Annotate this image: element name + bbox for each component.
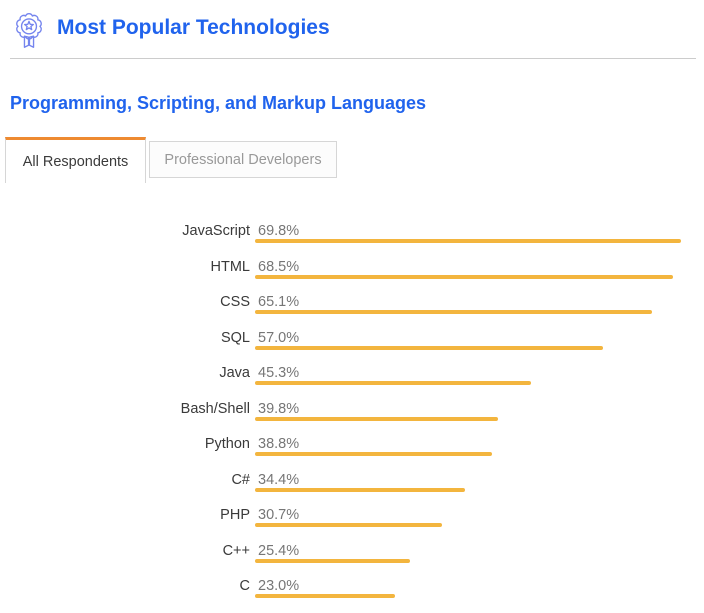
row-data: 45.3%: [255, 364, 681, 400]
chart-row: Java 45.3%: [0, 364, 704, 400]
row-value: 23.0%: [258, 578, 300, 594]
row-value: 30.7%: [258, 507, 300, 523]
bar: [255, 452, 492, 456]
bar: [255, 594, 396, 598]
chart-row: Python 38.8%: [0, 435, 704, 471]
bar-track: [255, 452, 681, 456]
bar-track: [255, 594, 681, 598]
chart-row: PHP 30.7%: [0, 506, 704, 542]
bar: [255, 310, 653, 314]
header-divider: [10, 58, 696, 59]
bar-track: [255, 381, 681, 385]
row-data: 65.1%: [255, 293, 681, 329]
row-data: 30.7%: [255, 506, 681, 542]
award-ribbon-icon: [9, 8, 49, 52]
chart-row: CSS 65.1%: [0, 293, 704, 329]
bar: [255, 487, 465, 492]
row-label: SQL: [220, 329, 250, 346]
bar-track: [255, 487, 681, 492]
row-label: C: [239, 578, 250, 594]
row-data: 25.4%: [255, 542, 681, 578]
bar-track: [255, 558, 681, 563]
row-label: C++: [222, 542, 250, 559]
bar-chart: JavaScript 69.8% HTML 68.5% CSS 65.1% SQ…: [0, 222, 704, 613]
tab-all-respondents[interactable]: All Respondents: [5, 137, 146, 183]
row-label: CSS: [220, 294, 250, 310]
chart-row: C 23.0%: [0, 577, 704, 613]
row-value: 68.5%: [258, 258, 300, 275]
bar-track: [255, 310, 681, 314]
bar: [255, 274, 674, 279]
row-label: C#: [231, 471, 250, 488]
row-data: 39.8%: [255, 400, 681, 436]
bar-track: [255, 416, 681, 421]
row-label: PHP: [220, 507, 250, 523]
tab-label: All Respondents: [22, 153, 129, 170]
chart-row: SQL 57.0%: [0, 329, 704, 365]
row-value: 25.4%: [258, 542, 300, 559]
bar: [255, 416, 498, 421]
row-data: 57.0%: [255, 329, 681, 365]
bar-track: [255, 274, 681, 279]
row-label: Java: [219, 365, 250, 381]
bar-track: [255, 345, 681, 350]
row-label: Bash/Shell: [180, 400, 250, 417]
bar: [255, 523, 443, 527]
chart-row: Bash/Shell 39.8%: [0, 400, 704, 436]
row-label: HTML: [210, 258, 250, 275]
row-label: JavaScript: [182, 223, 250, 239]
tab-label: Professional Developers: [164, 151, 322, 168]
row-value: 45.3%: [258, 365, 300, 381]
section-title: Programming, Scripting, and Markup Langu…: [10, 93, 427, 113]
row-value: 39.8%: [258, 400, 300, 417]
row-value: 34.4%: [258, 471, 300, 488]
tab-bar: All Respondents Professional Developers: [5, 137, 337, 183]
bar: [255, 381, 532, 385]
row-data: 23.0%: [255, 577, 681, 613]
row-data: 68.5%: [255, 258, 681, 294]
bar-track: [255, 523, 681, 527]
bar-track: [255, 239, 681, 243]
row-label: Python: [204, 436, 250, 452]
row-value: 57.0%: [258, 329, 300, 346]
chart-row: HTML 68.5%: [0, 258, 704, 294]
bar: [255, 558, 411, 563]
row-data: 38.8%: [255, 435, 681, 471]
row-value: 69.8%: [258, 223, 300, 239]
chart-row: C++ 25.4%: [0, 542, 704, 578]
row-data: 69.8%: [255, 222, 681, 258]
tab-professional-developers[interactable]: Professional Developers: [149, 141, 337, 178]
row-value: 65.1%: [258, 294, 300, 310]
chart-row: C# 34.4%: [0, 471, 704, 507]
row-value: 38.8%: [258, 436, 300, 452]
page-title: Most Popular Technologies: [57, 16, 330, 39]
bar: [255, 345, 603, 350]
row-data: 34.4%: [255, 471, 681, 507]
bar: [255, 239, 681, 243]
chart-row: JavaScript 69.8%: [0, 222, 704, 258]
